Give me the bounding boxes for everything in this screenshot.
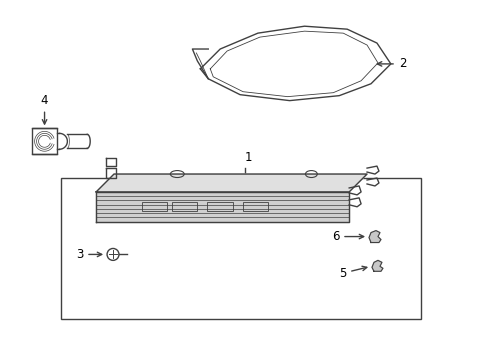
Bar <box>243 202 267 211</box>
Text: 5: 5 <box>338 266 366 280</box>
Text: 1: 1 <box>244 151 251 164</box>
Bar <box>61 178 420 319</box>
Bar <box>207 202 232 211</box>
Bar <box>142 202 167 211</box>
Bar <box>32 129 57 154</box>
Polygon shape <box>368 231 380 243</box>
Polygon shape <box>371 260 382 271</box>
Polygon shape <box>96 174 366 192</box>
Text: 3: 3 <box>76 248 102 261</box>
Text: 4: 4 <box>41 94 48 124</box>
Text: 2: 2 <box>377 57 406 71</box>
Bar <box>172 202 197 211</box>
Text: 6: 6 <box>331 230 363 243</box>
Polygon shape <box>96 192 348 222</box>
